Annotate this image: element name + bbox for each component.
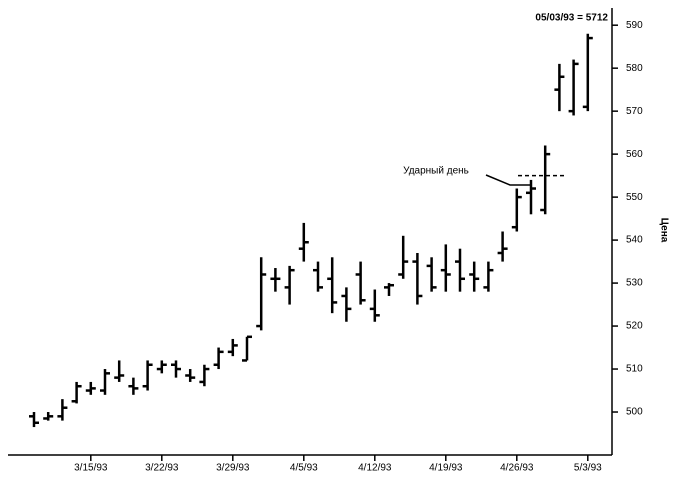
y-tick-label: 550 — [626, 192, 643, 203]
y-tick-label: 520 — [626, 321, 643, 332]
y-tick-label: 500 — [626, 407, 643, 418]
x-tick-label: 3/22/93 — [145, 463, 179, 474]
y-tick-label: 560 — [626, 149, 643, 160]
x-tick-label: 3/15/93 — [74, 463, 108, 474]
y-tick-label: 540 — [626, 235, 643, 246]
x-tick-label: 4/12/93 — [358, 463, 392, 474]
y-tick-label: 580 — [626, 63, 643, 74]
annotation-pointer — [485, 174, 532, 186]
y-tick-label: 530 — [626, 278, 643, 289]
chart-subtitle: 05/03/93 = 5712 — [535, 13, 608, 24]
x-tick-label: 5/3/93 — [574, 463, 602, 474]
x-tick-label: 4/5/93 — [290, 463, 318, 474]
y-axis-label: Цена — [658, 218, 669, 243]
x-tick-label: 3/29/93 — [216, 463, 250, 474]
annotation: Ударный день — [403, 166, 469, 177]
y-tick-label: 510 — [626, 364, 643, 375]
x-tick-label: 4/19/93 — [429, 463, 463, 474]
y-tick-label: 570 — [626, 106, 643, 117]
y-tick-label: 590 — [626, 20, 643, 31]
x-tick-label: 4/26/93 — [500, 463, 534, 474]
